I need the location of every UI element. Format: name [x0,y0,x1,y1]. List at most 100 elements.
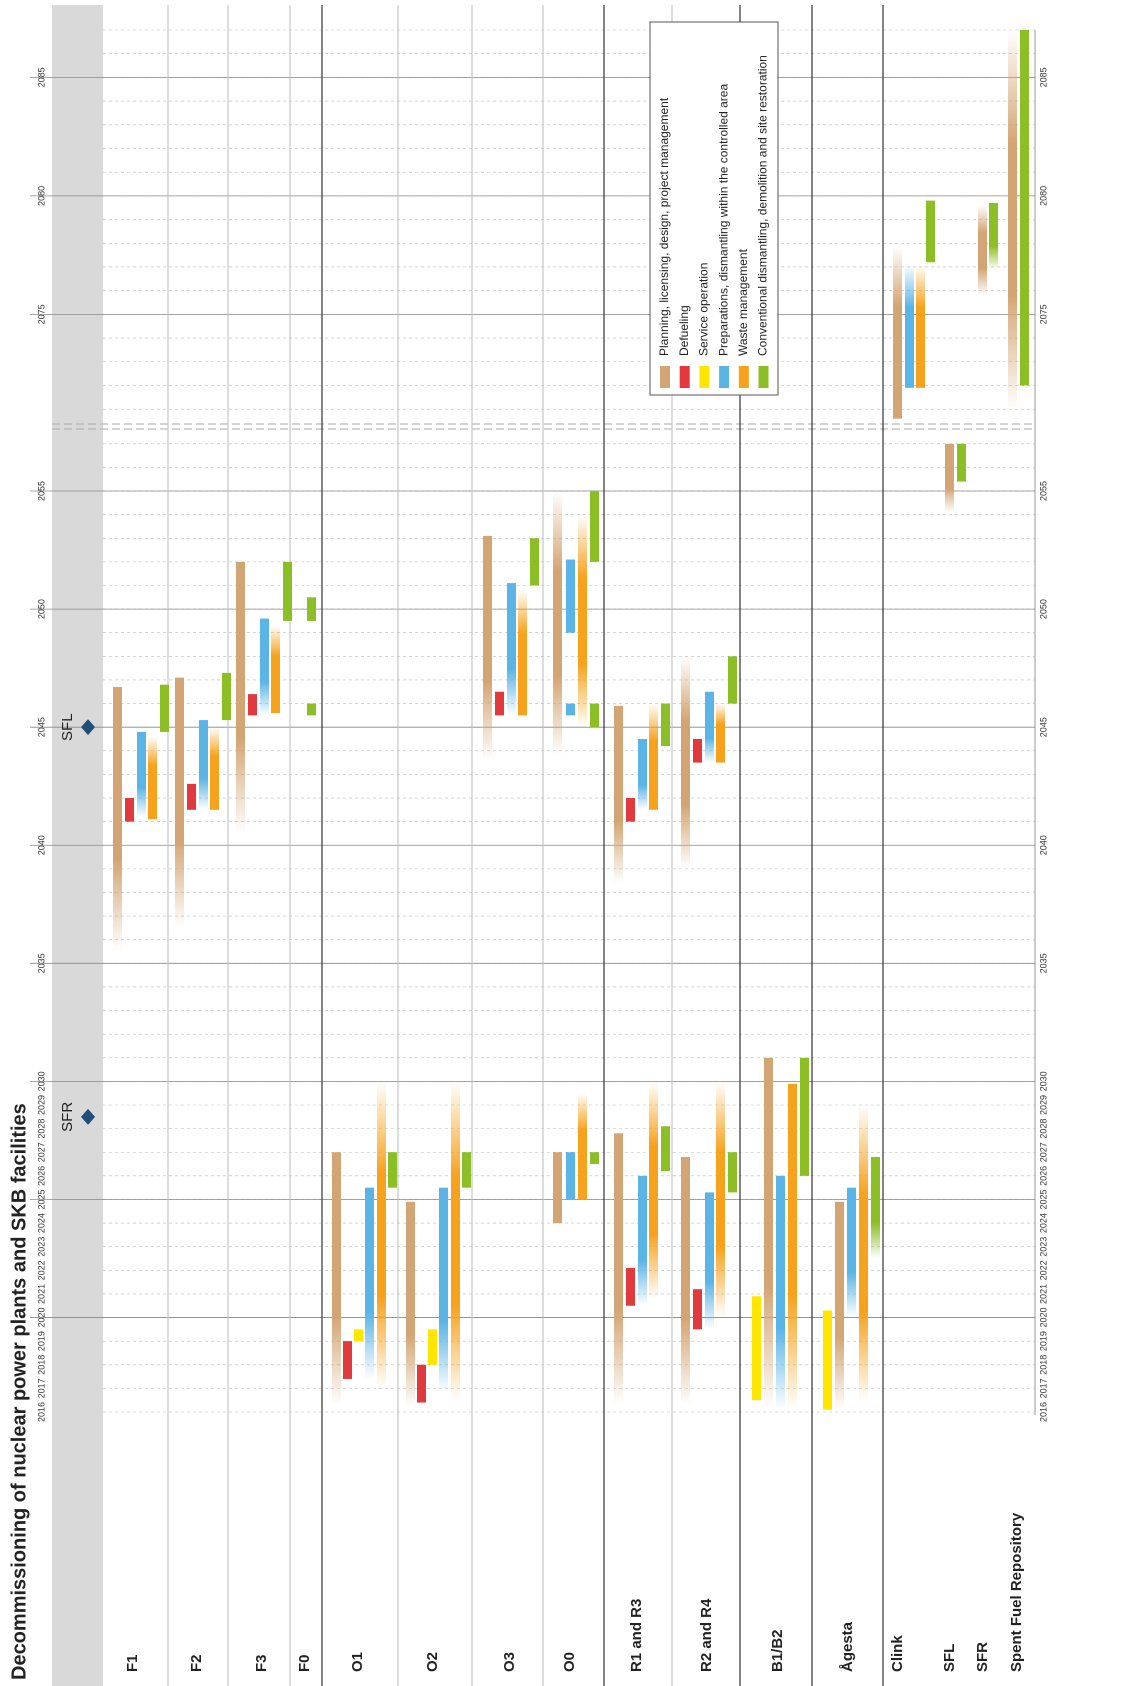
gantt-bar [847,1187,856,1318]
gantt-bar [260,618,269,716]
x-tick-label: 2030 [1038,1071,1048,1091]
x-tick-label: 2075 [1038,304,1048,324]
gantt-bar [590,491,599,562]
gantt-bar [1020,30,1029,386]
gantt-bar [365,1187,374,1379]
gantt-bar [495,691,504,716]
gantt-bar [125,798,134,822]
gantt-bar [590,1152,599,1165]
x-tick-label: 2017 [1038,1378,1048,1398]
legend-label: Conventional dismantling, demolition and… [756,55,770,356]
x-tick-label: 2027 [36,1142,46,1162]
row-label: R2 and R4 [698,1598,715,1672]
gantt-bar [283,561,292,621]
row-label: O1 [349,1652,366,1672]
x-tick-label: 2040 [1038,835,1048,855]
gantt-bar [578,1093,587,1200]
gantt-bar [483,535,492,761]
x-tick-label: 2029 [36,1095,46,1115]
legend-swatch [679,366,690,388]
gantt-bar [507,583,516,716]
gantt-bar [957,443,966,482]
gantt-bar [788,1083,797,1410]
x-tick-label: 2050 [1038,599,1048,619]
row-label: O0 [561,1652,578,1672]
x-tick-label: 2022 [1038,1260,1048,1280]
milestone [81,719,95,736]
legend-box [649,21,779,396]
gantt-bar [175,677,184,928]
row-label: SFL [941,1644,958,1672]
gantt-bar [764,1057,773,1410]
gantt-bar [716,1081,725,1318]
x-tick-label: 2019 [36,1331,46,1351]
x-tick-label: 2040 [36,835,46,855]
x-tick-label: 2023 [1038,1237,1048,1257]
row-label: F3 [253,1654,270,1672]
x-tick-label: 2023 [36,1237,46,1257]
gantt-bar [705,691,714,763]
x-tick-label: 2026 [36,1166,46,1186]
x-tick-label: 2022 [36,1260,46,1280]
legend-label: Preparations, dismantling within the con… [716,84,730,356]
gantt-bar [661,1126,670,1172]
x-tick-label: 2035 [1038,953,1048,973]
legend-label: Waste management [736,248,750,356]
gantt-bar [1008,30,1017,410]
gantt-bar [113,687,122,952]
gantt-bar [406,1201,415,1408]
x-tick-label: 2045 [1038,717,1048,737]
gantt-bar [248,694,257,716]
x-tick-label: 2021 [1038,1284,1048,1304]
x-tick-label: 2017 [36,1378,46,1398]
x-tick-label: 2025 [36,1189,46,1209]
gantt-bar [343,1341,352,1379]
x-tick-label: 2085 [36,67,46,87]
gantt-bar [199,720,208,810]
gantt-bar [148,736,157,820]
gantt-bar [693,738,702,763]
gantt-bar [137,731,146,817]
gantt-bar [705,1192,714,1330]
gantt-bar [800,1057,809,1176]
gantt-bar [530,538,539,586]
row-label: SFR [974,1642,991,1672]
gantt-bar [462,1152,471,1188]
x-tick-label: 2016 [1038,1402,1048,1422]
x-tick-label: 2050 [36,599,46,619]
gantt-bar [638,738,647,810]
x-tick-label: 2018 [36,1355,46,1375]
row-label: Ågesta [839,1621,856,1672]
x-tick-label: 2021 [36,1284,46,1304]
gantt-bar [566,703,575,716]
legend-label: Defueling [677,305,691,356]
gantt-bar [271,625,280,714]
x-tick-label: 2029 [1038,1095,1048,1115]
x-tick-label: 2025 [1038,1189,1048,1209]
gantt-bar [916,264,925,388]
gantt-bar [451,1081,460,1401]
gantt-bar [752,1296,761,1401]
row-label: O3 [501,1652,518,1672]
row-label: F0 [296,1654,313,1672]
legend-swatch [660,366,670,388]
x-tick-label: 2080 [36,186,46,206]
milestone [81,1108,95,1125]
x-tick-label: 2026 [1038,1166,1048,1186]
gantt-bar [160,684,169,732]
gantt-bar [776,1175,785,1410]
gantt-bar [307,703,316,716]
gantt-bar [417,1364,426,1403]
x-tick-label: 2045 [36,717,46,737]
gantt-bar [210,727,219,810]
gantt-bar [614,705,623,884]
row-label: O2 [424,1652,441,1672]
x-tick-label: 2024 [1038,1213,1048,1233]
milestone-label: SFR [59,1102,76,1132]
row-label: R1 and R3 [628,1599,645,1672]
gantt-bar [222,672,231,721]
gantt-bar [354,1329,363,1342]
x-tick-label: 2035 [36,953,46,973]
gantt-bar [388,1152,397,1188]
